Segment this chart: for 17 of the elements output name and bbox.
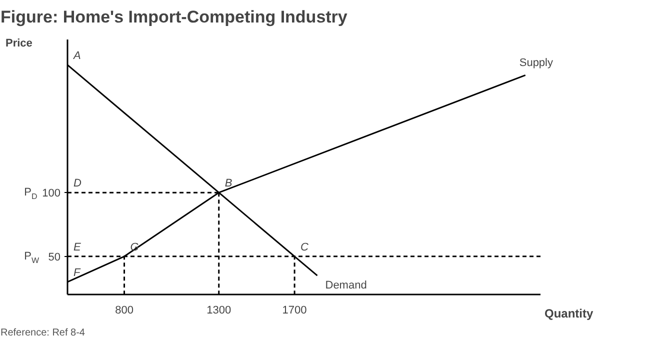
x-axis-title: Quantity — [544, 306, 594, 321]
y-axis-title: Price — [6, 37, 32, 50]
x-tick-label: 1300 — [206, 304, 232, 317]
annotation: A — [72, 50, 81, 62]
series-label: Supply — [519, 57, 554, 70]
annotation: F — [74, 266, 82, 279]
annotation: C — [300, 241, 309, 254]
text: Reference: Ref 8-4 — [0, 328, 86, 338]
x-tick-label: 1700 — [282, 304, 307, 317]
y-tick-label: 50 — [48, 251, 61, 264]
annotation: D — [74, 178, 82, 190]
annotation: B — [224, 178, 232, 190]
y-tick-label: 100 — [42, 188, 61, 200]
series-label: Demand — [325, 280, 367, 292]
x-tick-label: 800 — [115, 304, 134, 317]
chart-title: Figure: Home's Import-Competing Industry — [0, 8, 348, 26]
annotation: E — [74, 241, 82, 254]
